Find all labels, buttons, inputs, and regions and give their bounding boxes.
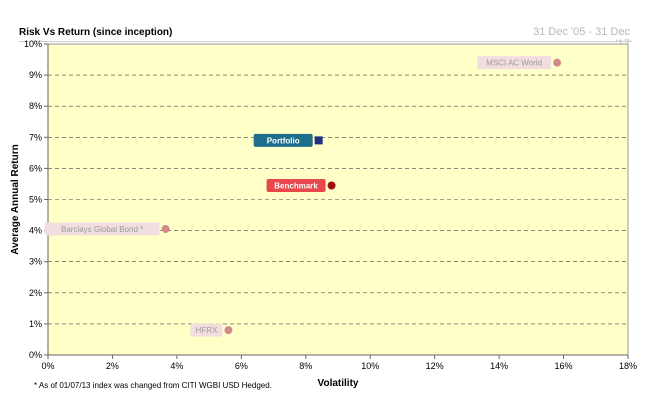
- point-label: Portfolio: [267, 136, 300, 145]
- label-box: [44, 222, 160, 236]
- point-hfrx: HFRX: [190, 323, 233, 337]
- label-box: [266, 179, 326, 193]
- marker-circle: [553, 58, 562, 67]
- y-tick-label: 0%: [29, 350, 42, 360]
- point-benchmark: Benchmark: [266, 179, 336, 193]
- marker-square: [314, 136, 323, 145]
- axes: [44, 43, 629, 359]
- label-box: [190, 323, 223, 337]
- point-msci-ac-world: MSCI AC World: [477, 56, 562, 70]
- marker-circle: [224, 326, 233, 335]
- y-tick-label: 3%: [29, 257, 42, 267]
- y-tick-label: 9%: [29, 70, 42, 80]
- y-tick-label: 5%: [29, 195, 42, 205]
- y-tick-label: 4%: [29, 226, 42, 236]
- y-tick-label: 10%: [24, 39, 42, 49]
- x-tick-label: 18%: [619, 361, 637, 371]
- point-label: MSCI AC World: [486, 59, 542, 68]
- y-tick-label: 8%: [29, 101, 42, 111]
- x-tick-label: 8%: [299, 361, 312, 371]
- point-label: Barclays Global Bond *: [61, 225, 143, 234]
- x-tick-label: 2%: [106, 361, 119, 371]
- y-axis-title: Average Annual Return: [10, 144, 21, 254]
- y-tick-label: 2%: [29, 288, 42, 298]
- x-tick-label: 4%: [170, 361, 183, 371]
- point-portfolio: Portfolio: [253, 133, 323, 147]
- y-tick-label: 7%: [29, 132, 42, 142]
- label-box: [477, 56, 552, 70]
- point-barclays-global-bond: Barclays Global Bond *: [44, 222, 170, 236]
- x-tick-label: 10%: [361, 361, 379, 371]
- x-tick-label: 0%: [41, 361, 54, 371]
- x-tick-label: 6%: [235, 361, 248, 371]
- x-tick-label: 16%: [555, 361, 573, 371]
- y-tick-label: 1%: [29, 319, 42, 329]
- y-tick-label: 6%: [29, 163, 42, 173]
- gridlines: [48, 74, 628, 325]
- tick-labels: 0% 2% 4% 6% 8% 10% 12% 14% 16% 18% 0% 1% 2% 3% 4% 5% 6% 7…: [24, 39, 637, 371]
- label-box: [253, 133, 313, 147]
- chart-title: Risk Vs Return (since inception): [19, 27, 173, 38]
- marker-circle: [327, 181, 336, 190]
- point-label: HFRX: [196, 326, 218, 335]
- marker-circle: [161, 225, 170, 234]
- footnote: * As of 01/07/13 index was changed from …: [34, 381, 272, 390]
- data-points: MSCI AC World Portfolio Benchmark Barclays …: [44, 56, 562, 337]
- point-label: Benchmark: [274, 182, 318, 191]
- x-tick-label: 14%: [490, 361, 508, 371]
- x-tick-label: 12%: [426, 361, 444, 371]
- header-divider: [19, 41, 632, 42]
- x-axis-title: Volatility: [318, 378, 359, 389]
